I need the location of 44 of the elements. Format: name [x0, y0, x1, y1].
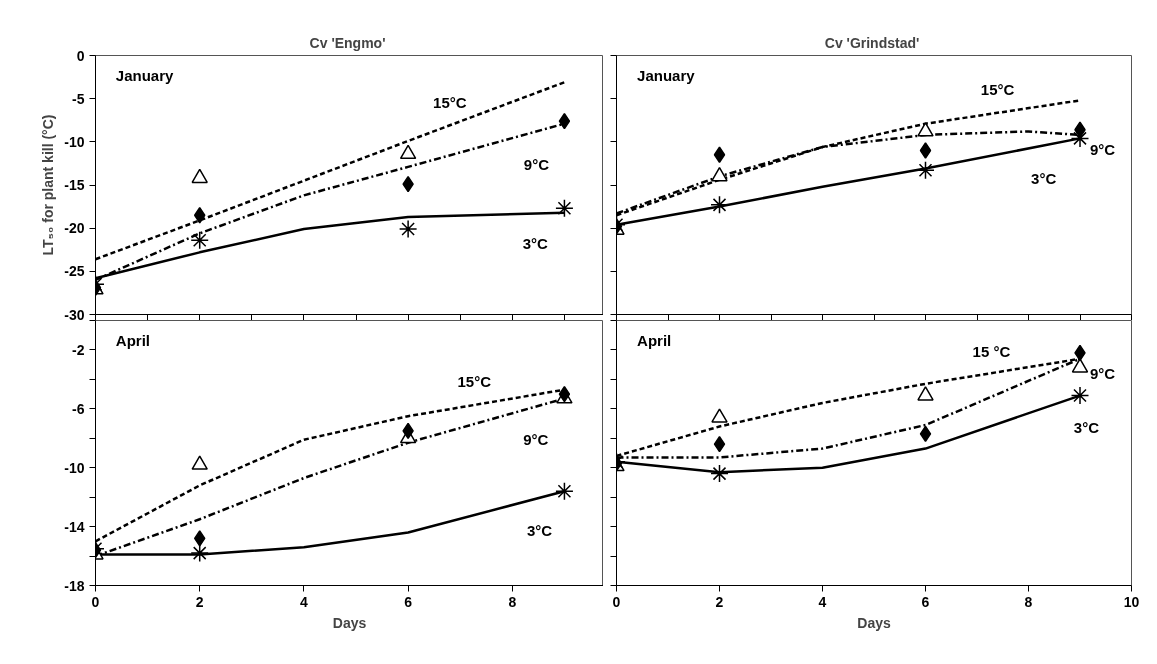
y-tick-label: -30	[64, 306, 85, 323]
x-tick-label: 4	[300, 593, 309, 610]
x-tick-label: 6	[404, 593, 413, 610]
annotation: April	[637, 332, 672, 350]
annotation: 3°C	[522, 235, 549, 253]
annotation: 15°C	[433, 94, 467, 112]
y-axis-title: LT₅₀ for plant kill (°C)	[40, 114, 57, 256]
y-tick-label: -25	[64, 263, 85, 280]
y-tick-label: -2	[72, 341, 85, 358]
annotation: 9°C	[1090, 140, 1116, 158]
x-tick-label: 6	[921, 593, 930, 610]
y-tick-label: -18	[64, 577, 85, 594]
x-tick-label: 8	[508, 593, 517, 610]
x-tick-label: 4	[818, 593, 827, 610]
y-tick-label: -5	[72, 90, 85, 107]
annotation: April	[115, 332, 150, 350]
y-tick-label: -14	[64, 518, 85, 535]
y-tick-label: 0	[76, 47, 85, 64]
x-tick-label: 0	[612, 593, 621, 610]
annotation: 9°C	[523, 430, 549, 448]
x-axis-title: Days	[332, 614, 367, 631]
chart-title: Cv 'Engmo'	[309, 34, 386, 51]
x-tick-label: 8	[1024, 593, 1033, 610]
chart-title: Cv 'Grindstad'	[824, 34, 920, 51]
y-tick-label: -10	[64, 459, 85, 476]
annotation: 3°C	[1073, 419, 1100, 437]
annotation: January	[637, 67, 696, 85]
annotation: 15°C	[457, 373, 492, 391]
annotation: 15 °C	[972, 342, 1011, 360]
x-tick-label: 10	[1123, 593, 1140, 610]
annotation: 3°C	[526, 522, 553, 540]
annotation: 3°C	[1031, 169, 1057, 187]
x-tick-label: 0	[91, 593, 100, 610]
annotation: 9°C	[523, 156, 550, 174]
annotation: 15°C	[980, 81, 1015, 99]
y-tick-label: -10	[64, 133, 85, 150]
annotation: January	[115, 67, 175, 85]
x-axis-title: Days	[857, 614, 891, 631]
annotation: 9°C	[1090, 364, 1116, 382]
x-tick-label: 2	[715, 593, 724, 610]
y-tick-label: -6	[72, 400, 85, 417]
y-tick-label: -15	[64, 177, 85, 193]
y-tick-label: -20	[64, 220, 85, 237]
x-tick-label: 2	[195, 593, 204, 610]
